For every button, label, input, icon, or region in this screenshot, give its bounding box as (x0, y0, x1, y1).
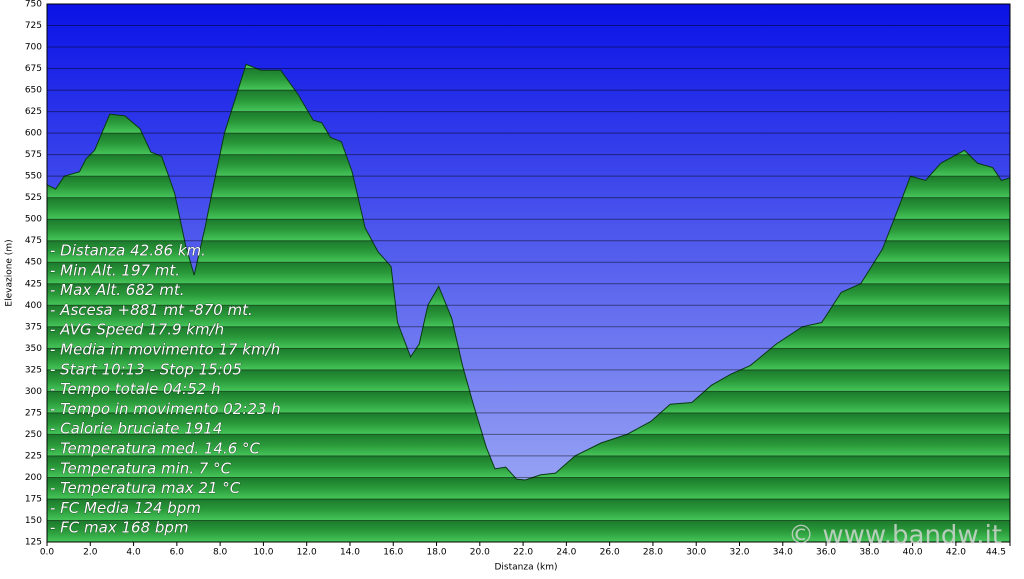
x-tick-label: 36.0 (816, 548, 836, 558)
annotation: - Min Alt. 197 mt. (50, 261, 180, 279)
annotation: - Calorie bruciate 1914 (50, 420, 222, 438)
x-tick-label: 16.0 (383, 548, 403, 558)
y-tick-label: 625 (25, 107, 42, 117)
y-tick-label: 475 (25, 236, 42, 246)
annotation: - Temperatura max 21 °C (50, 479, 241, 497)
y-tick-label: 200 (25, 473, 42, 483)
y-tick-label: 650 (25, 86, 42, 96)
annotation: - Distanza 42.86 km. (50, 242, 206, 260)
x-tick-label: 8.0 (213, 548, 228, 558)
y-tick-label: 675 (25, 64, 42, 74)
x-tick-label: 40.0 (903, 548, 923, 558)
x-tick-label: 14.0 (340, 548, 360, 558)
y-tick-label: 350 (25, 344, 42, 354)
x-tick-label: 18.0 (427, 548, 447, 558)
y-tick-label: 450 (25, 258, 42, 268)
annotation: - Tempo totale 04:52 h (50, 380, 221, 398)
x-tick-label: 38.0 (859, 548, 879, 558)
y-axis-label: Elevazione (m) (5, 239, 15, 306)
annotation: - Start 10:13 - Stop 15:05 (50, 360, 242, 378)
y-tick-label: 550 (25, 172, 42, 182)
y-tick-label: 725 (25, 21, 42, 31)
annotation: - Media in movimento 17 km/h (50, 341, 280, 359)
y-tick-label: 525 (25, 193, 42, 203)
y-tick-label: 225 (25, 451, 42, 461)
x-tick-label: 42.0 (946, 548, 966, 558)
x-tick-label: 26.0 (600, 548, 620, 558)
x-tick-label: 20.0 (470, 548, 490, 558)
annotation: - Tempo in movimento 02:23 h (50, 400, 281, 418)
x-axis-label: Distanza (km) (495, 563, 558, 573)
y-tick-label: 325 (25, 365, 42, 375)
y-tick-label: 125 (25, 538, 42, 548)
y-tick-label: 250 (25, 430, 42, 440)
watermark: © www.bandw.it (788, 521, 1002, 551)
x-tick-label: 12.0 (297, 548, 317, 558)
x-tick-label: 32.0 (729, 548, 749, 558)
x-tick-label: 44.5 (986, 548, 1006, 558)
x-tick-label: 0.0 (40, 548, 55, 558)
y-tick-label: 375 (25, 322, 42, 332)
x-tick-label: 34.0 (773, 548, 793, 558)
x-tick-label: 10.0 (253, 548, 273, 558)
y-tick-label: 150 (25, 516, 42, 526)
x-tick-label: 30.0 (686, 548, 706, 558)
x-tick-label: 6.0 (170, 548, 185, 558)
y-tick-label: 575 (25, 150, 42, 160)
y-tick-label: 175 (25, 494, 42, 504)
annotation: - AVG Speed 17.9 km/h (50, 321, 224, 339)
y-tick-label: 500 (25, 215, 42, 225)
y-tick-label: 275 (25, 408, 42, 418)
x-tick-label: 22.0 (513, 548, 533, 558)
y-tick-label: 300 (25, 387, 42, 397)
y-tick-label: 700 (25, 43, 42, 53)
y-tick-label: 750 (25, 0, 42, 10)
y-tick-label: 425 (25, 279, 42, 289)
x-tick-label: 28.0 (643, 548, 663, 558)
plot-border (46, 3, 1011, 543)
annotation: - FC Media 124 bpm (50, 499, 201, 517)
annotation: - Ascesa +881 mt -870 mt. (50, 301, 253, 319)
elevation-area (46, 63, 1011, 543)
x-tick-label: 24.0 (556, 548, 576, 558)
y-tick-label: 600 (25, 129, 42, 139)
annotation: - Temperatura med. 14.6 °C (50, 440, 261, 458)
y-tick-label: 400 (25, 301, 42, 311)
annotation: - FC max 168 bpm (50, 519, 189, 537)
annotation: - Temperatura min. 7 °C (50, 459, 232, 477)
x-tick-label: 4.0 (126, 548, 141, 558)
annotation: - Max Alt. 682 mt. (50, 281, 184, 299)
x-tick-label: 2.0 (83, 548, 98, 558)
